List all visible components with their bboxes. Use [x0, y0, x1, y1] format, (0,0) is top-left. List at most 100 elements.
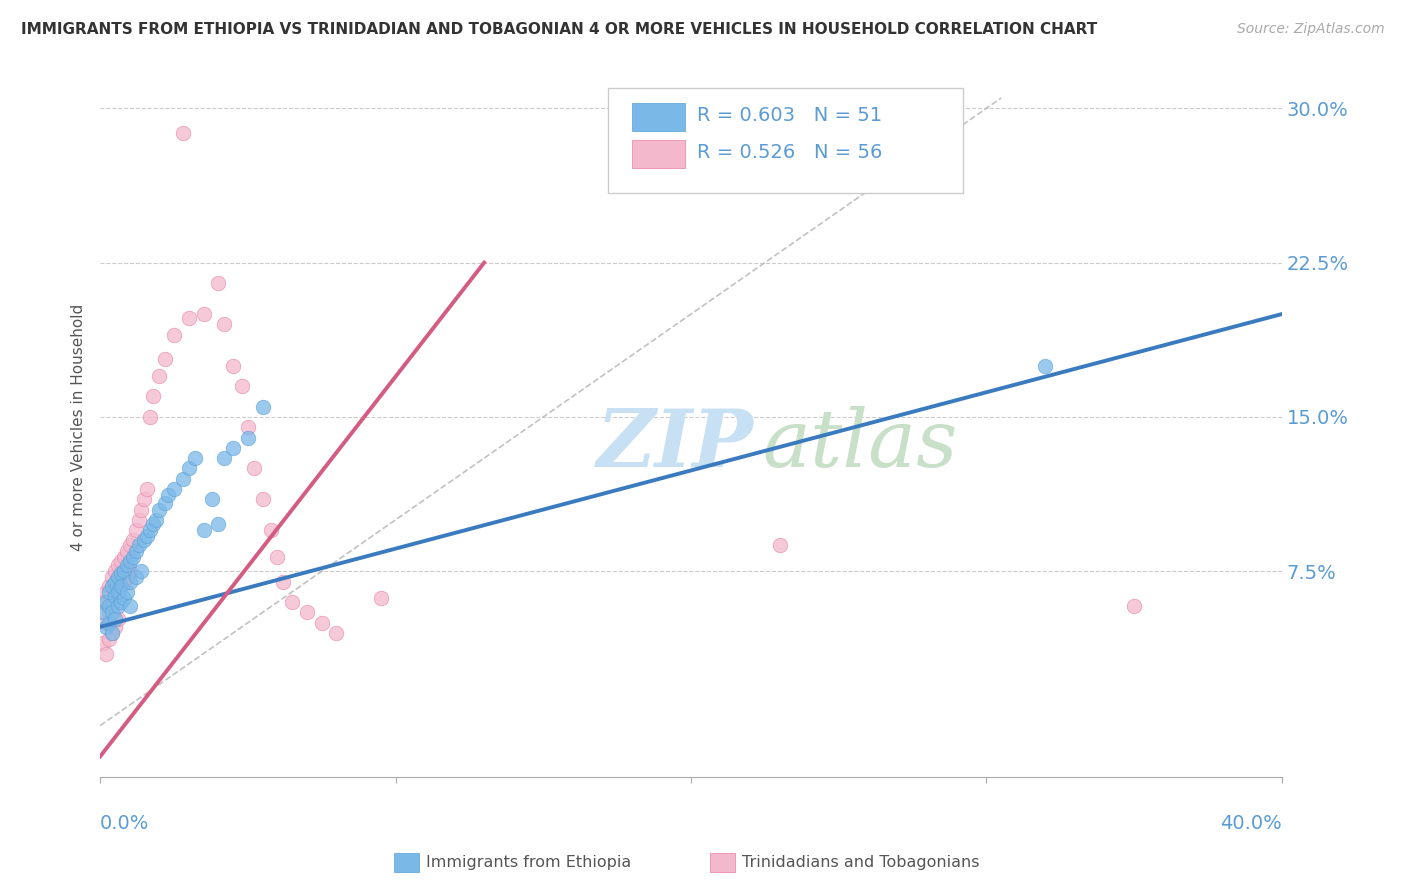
Point	[115, 585, 138, 599]
Point	[172, 472, 194, 486]
Point	[121, 549, 143, 564]
Point	[121, 533, 143, 548]
Point	[131, 502, 153, 516]
Point	[295, 606, 318, 620]
Point	[157, 488, 180, 502]
Point	[98, 632, 121, 647]
Text: atlas: atlas	[762, 406, 957, 483]
Point	[142, 516, 165, 531]
Point	[236, 420, 259, 434]
Point	[101, 606, 124, 620]
Point	[183, 451, 205, 466]
Point	[136, 482, 159, 496]
Point	[134, 492, 156, 507]
Point	[153, 496, 176, 510]
Point	[177, 461, 200, 475]
Point	[94, 615, 117, 630]
Point	[107, 585, 129, 599]
Point	[177, 311, 200, 326]
Point	[193, 307, 215, 321]
Point	[104, 620, 127, 634]
Point	[139, 409, 162, 424]
Point	[115, 543, 138, 558]
Point	[91, 595, 114, 609]
Point	[104, 591, 127, 605]
Point	[148, 368, 170, 383]
Point	[115, 570, 138, 584]
Point	[212, 318, 235, 332]
Point	[139, 523, 162, 537]
Bar	[631, 103, 685, 131]
Point	[94, 595, 117, 609]
Text: R = 0.526   N = 56: R = 0.526 N = 56	[697, 144, 882, 162]
Point	[124, 523, 146, 537]
Point	[107, 570, 129, 584]
Point	[242, 461, 264, 475]
Point	[94, 647, 117, 661]
Point	[172, 126, 194, 140]
Point	[110, 579, 132, 593]
Point	[118, 554, 141, 568]
Point	[128, 513, 150, 527]
Point	[145, 513, 167, 527]
Point	[128, 537, 150, 551]
Point	[104, 574, 127, 589]
Point	[207, 276, 229, 290]
Point	[207, 516, 229, 531]
Point	[101, 579, 124, 593]
Text: 40.0%: 40.0%	[1220, 814, 1282, 833]
Point	[118, 599, 141, 614]
Point	[107, 611, 129, 625]
Point	[91, 606, 114, 620]
Point	[231, 379, 253, 393]
Point	[101, 626, 124, 640]
Bar	[631, 140, 685, 169]
Point	[163, 482, 186, 496]
Point	[110, 554, 132, 568]
Point	[98, 599, 121, 614]
Text: 0.0%: 0.0%	[100, 814, 149, 833]
Point	[110, 595, 132, 609]
Point	[1035, 359, 1057, 373]
Point	[768, 537, 790, 551]
Point	[112, 591, 135, 605]
Point	[370, 591, 392, 605]
Point	[193, 523, 215, 537]
Point	[104, 589, 127, 603]
Point	[212, 451, 235, 466]
Point	[311, 615, 333, 630]
Point	[112, 564, 135, 578]
Point	[153, 352, 176, 367]
Point	[98, 606, 121, 620]
Point	[131, 564, 153, 578]
Point	[110, 579, 132, 593]
Point	[91, 636, 114, 650]
Point	[104, 564, 127, 578]
Point	[101, 626, 124, 640]
Point	[281, 595, 304, 609]
Point	[134, 533, 156, 548]
Point	[271, 574, 294, 589]
Point	[118, 574, 141, 589]
Point	[260, 523, 283, 537]
Point	[163, 327, 186, 342]
Point	[118, 564, 141, 578]
Point	[828, 167, 851, 181]
Point	[124, 570, 146, 584]
Text: IMMIGRANTS FROM ETHIOPIA VS TRINIDADIAN AND TOBAGONIAN 4 OR MORE VEHICLES IN HOU: IMMIGRANTS FROM ETHIOPIA VS TRINIDADIAN …	[21, 22, 1097, 37]
Text: Source: ZipAtlas.com: Source: ZipAtlas.com	[1237, 22, 1385, 37]
Point	[107, 585, 129, 599]
Point	[266, 549, 288, 564]
Point	[222, 359, 245, 373]
Point	[222, 441, 245, 455]
Point	[94, 620, 117, 634]
Point	[252, 492, 274, 507]
Point	[142, 389, 165, 403]
Point	[236, 431, 259, 445]
Point	[136, 529, 159, 543]
Point	[124, 543, 146, 558]
Text: Immigrants from Ethiopia: Immigrants from Ethiopia	[426, 855, 631, 870]
Point	[98, 585, 121, 599]
Point	[98, 579, 121, 593]
FancyBboxPatch shape	[609, 88, 963, 193]
